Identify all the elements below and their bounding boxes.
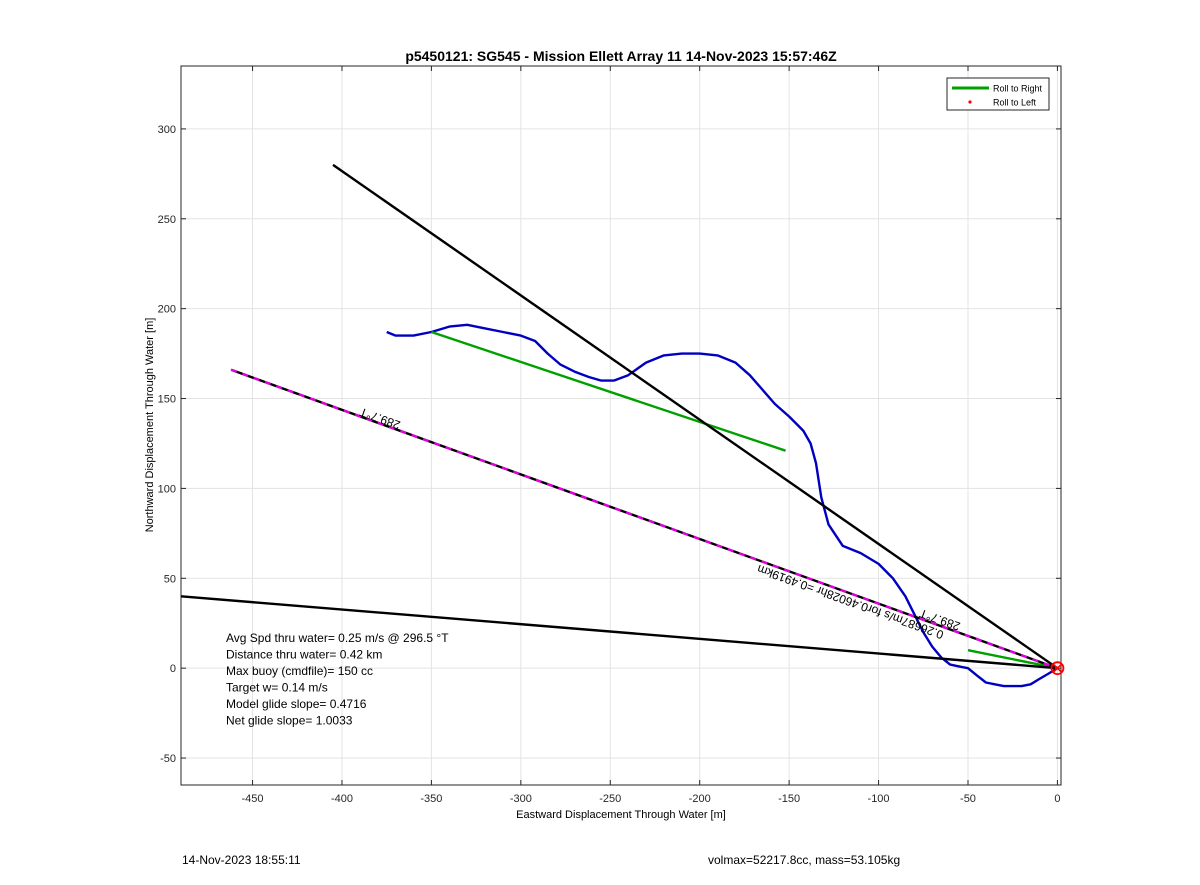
x-tick-label: -450 <box>242 793 264 805</box>
x-tick-label: -400 <box>331 793 353 805</box>
y-tick-label: 0 <box>170 663 176 675</box>
chart-title: p5450121: SG545 - Mission Ellett Array 1… <box>405 48 837 64</box>
stats-line: Target w= 0.14 m/s <box>226 681 328 695</box>
legend-swatch-dot <box>968 100 972 104</box>
series-group <box>180 163 1065 688</box>
y-axis-label: Northward Displacement Through Water [m] <box>144 318 156 533</box>
x-tick-label: -200 <box>689 793 711 805</box>
axis-ticks: -450 -400 -350 -300 -250 -200 -150 -100 -50 0 -50 0… <box>158 66 1061 805</box>
y-tick-label: 200 <box>158 304 176 316</box>
y-tick-label: -50 <box>160 753 176 765</box>
series-dash-overlay-5 <box>230 368 1058 670</box>
plot-frame <box>180 65 1062 786</box>
series-line-0 <box>386 323 1059 688</box>
y-tick-label: 100 <box>158 483 176 495</box>
x-axis-label: Eastward Displacement Through Water [m] <box>516 809 726 821</box>
legend-box <box>946 77 1050 111</box>
footer-vehicle-params: volmax=52217.8cc, mass=53.105kg <box>708 853 901 867</box>
grid <box>181 66 1061 785</box>
x-tick-label: -250 <box>599 793 621 805</box>
y-tick-label: 150 <box>158 394 176 406</box>
x-tick-label: -300 <box>510 793 532 805</box>
legend: Roll to Right Roll to Left <box>946 77 1050 111</box>
stats-line: Net glide slope= 1.0033 <box>226 714 353 728</box>
origin-marker-cross <box>1052 663 1062 673</box>
x-tick-label: -150 <box>778 793 800 805</box>
series-line-2 <box>967 649 1058 670</box>
stats-line: Distance thru water= 0.42 km <box>226 648 382 662</box>
stats-line: Model glide slope= 0.4716 <box>226 697 367 711</box>
stats-line: Max buoy (cmdfile)= 150 cc <box>226 664 373 678</box>
series-line-4 <box>180 595 1058 670</box>
x-tick-label: 0 <box>1054 793 1060 805</box>
stats-box: Avg Spd thru water= 0.25 m/s @ 296.5 °T D… <box>226 631 449 728</box>
stats-line: Avg Spd thru water= 0.25 m/s @ 296.5 °T <box>226 631 449 645</box>
series-line-1 <box>431 330 786 452</box>
y-tick-label: 300 <box>158 124 176 136</box>
x-tick-label: -100 <box>868 793 890 805</box>
footer-timestamp: 14-Nov-2023 18:55:11 <box>182 853 301 867</box>
series-line-3 <box>332 163 1059 670</box>
legend-label: Roll to Left <box>993 98 1037 108</box>
heading-annotation-0: 289.7°T <box>357 404 402 432</box>
x-tick-label: -350 <box>420 793 442 805</box>
y-tick-label: 50 <box>164 573 176 585</box>
origin-marker <box>1050 661 1065 676</box>
heading-annotation-2: 0.26687m/s for0.46028hr =0.4919km <box>755 562 945 642</box>
x-tick-label: -50 <box>960 793 976 805</box>
legend-label: Roll to Right <box>993 84 1043 94</box>
y-tick-label: 250 <box>158 214 176 226</box>
